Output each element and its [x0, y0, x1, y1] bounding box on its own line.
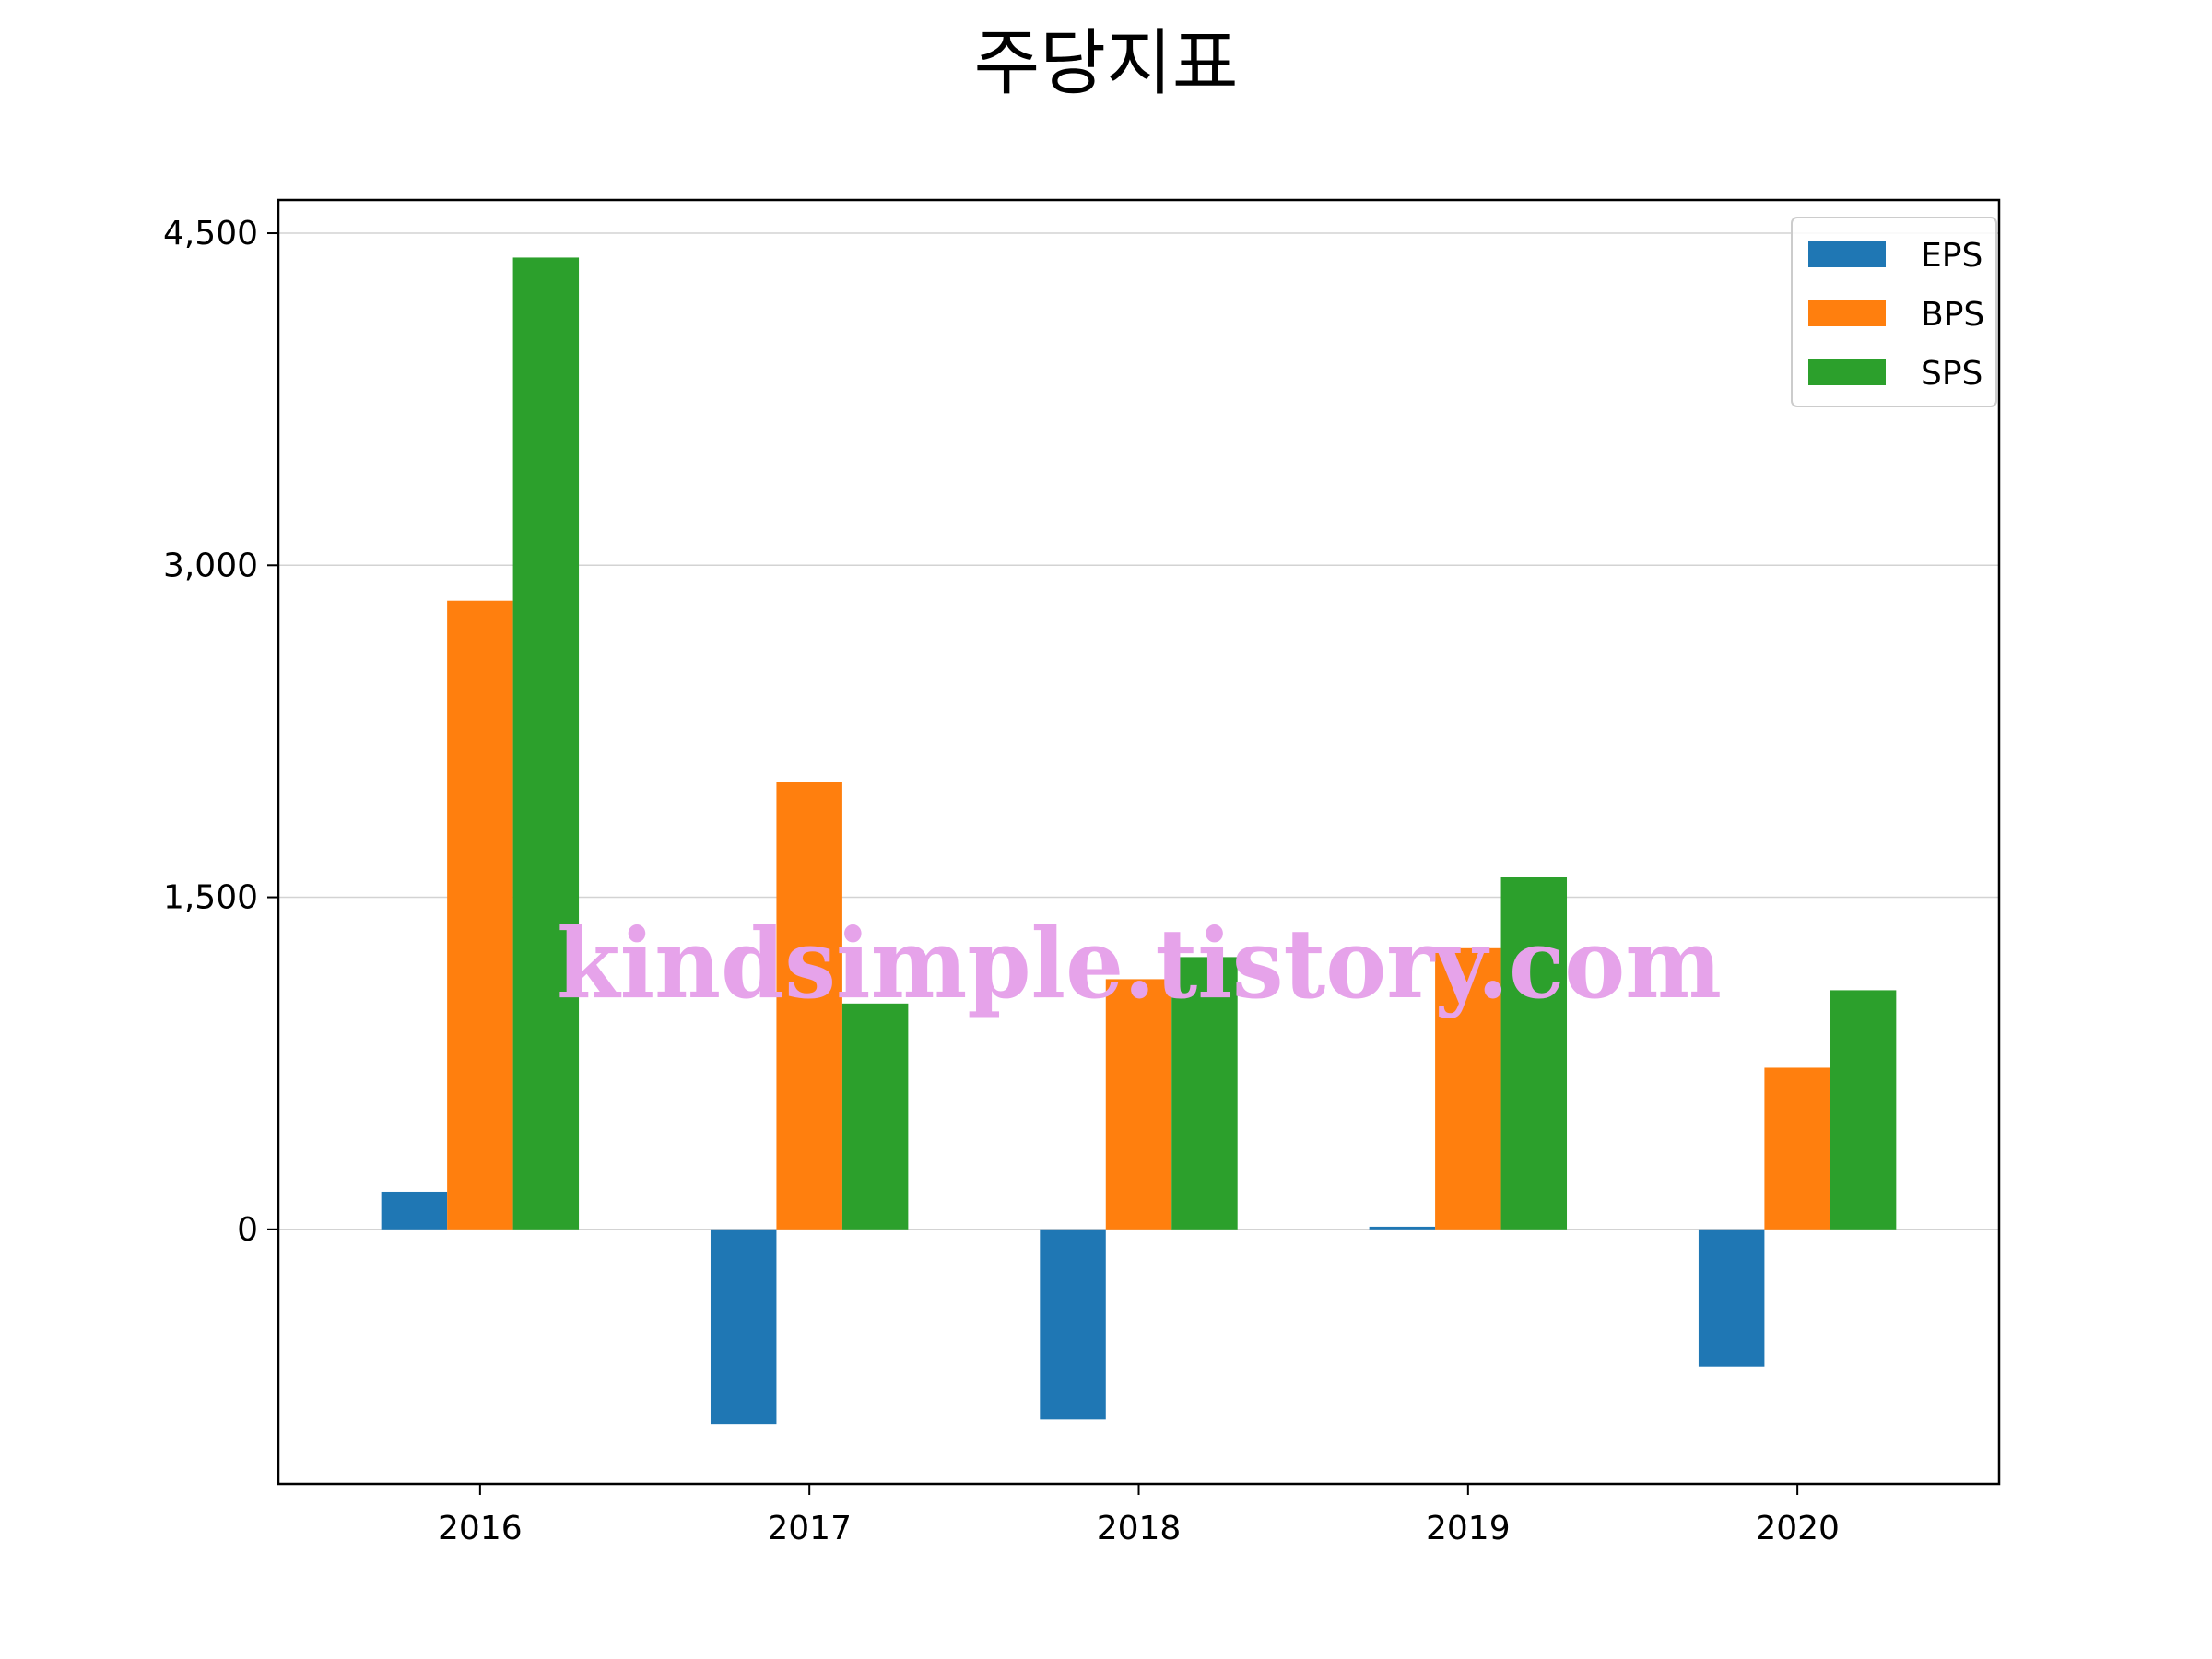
legend-label-sps: SPS [1921, 355, 1983, 393]
bar-bps-2018 [1105, 979, 1172, 1230]
legend: EPS BPS SPS [1791, 217, 1997, 407]
x-tick-label: 2019 [1426, 1510, 1511, 1547]
bar-sps-2018 [1171, 957, 1238, 1230]
bar-bps-2016 [447, 600, 513, 1230]
bar-sps-2019 [1500, 877, 1568, 1230]
x-tick-label: 2018 [1097, 1510, 1182, 1547]
legend-label-bps: BPS [1921, 296, 1984, 334]
watermark-text: kindsimple.tistory.com [557, 907, 1722, 1020]
bar-bps-2019 [1435, 947, 1501, 1230]
x-tick-label: 2020 [1755, 1510, 1840, 1547]
x-tick-label: 2017 [767, 1510, 852, 1547]
legend-swatch-sps [1808, 359, 1886, 385]
bar-sps-2020 [1830, 990, 1897, 1230]
bar-sps-2016 [512, 257, 580, 1230]
y-tick-label: 3,000 [163, 547, 258, 584]
bar-eps-2020 [1698, 1229, 1765, 1367]
chart-title: 주당지표 [973, 22, 1238, 105]
bar-eps-2017 [710, 1229, 777, 1425]
legend-swatch-eps [1808, 241, 1886, 267]
bar-eps-2018 [1040, 1229, 1106, 1420]
legend-label-eps: EPS [1921, 237, 1983, 275]
y-tick-label: 1,500 [163, 879, 258, 917]
y-tick-label: 4,500 [163, 215, 258, 253]
bar-eps-2016 [381, 1191, 448, 1230]
bar-bps-2017 [776, 782, 842, 1230]
legend-swatch-bps [1808, 300, 1886, 326]
y-tick-label: 0 [237, 1211, 258, 1249]
bar-eps-2019 [1369, 1226, 1436, 1230]
bars [381, 257, 1897, 1425]
bar-sps-2017 [841, 1003, 909, 1230]
y-axis: 0 1,500 3,000 4,500 [163, 215, 278, 1249]
x-tick-label: 2016 [438, 1510, 523, 1547]
bar-bps-2020 [1764, 1067, 1830, 1230]
x-axis: 2016 2017 2018 2019 2020 [438, 1484, 1840, 1547]
